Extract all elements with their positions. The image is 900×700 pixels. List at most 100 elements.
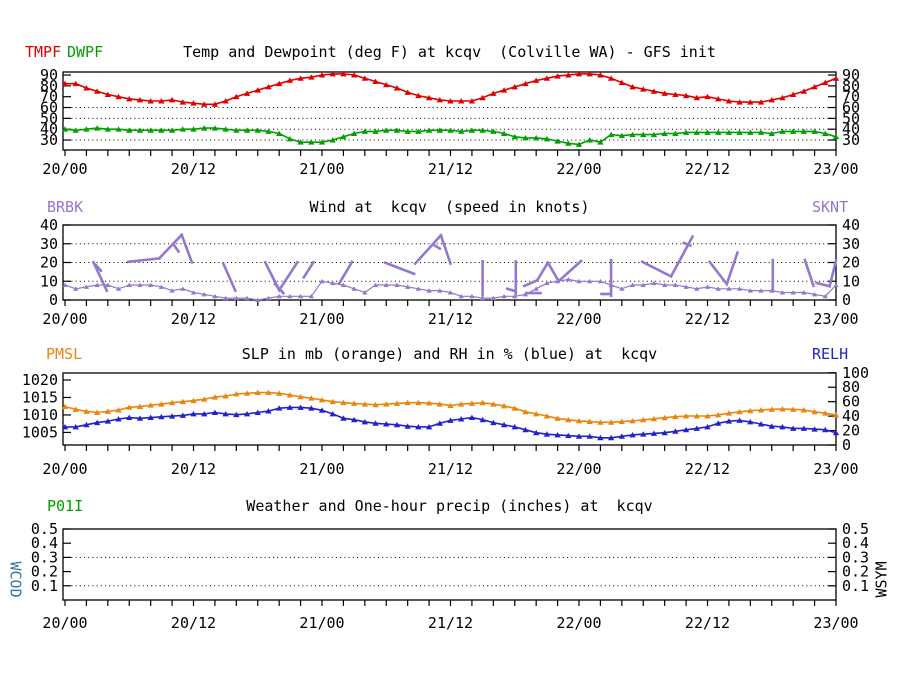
y-tick-label-left: 60 [40, 99, 58, 117]
wind-barb [439, 233, 453, 266]
precip-panel-title: Weather and One-hour precip (inches) at … [246, 497, 653, 515]
x-tick-label: 20/12 [171, 310, 216, 328]
y-tick-label-right: 50 [842, 109, 860, 127]
wind-barb [126, 256, 161, 264]
wind-barb [337, 260, 354, 286]
wind-barb [828, 259, 838, 288]
y-tick-label-right: 0.2 [842, 563, 869, 581]
x-tick-label: 20/12 [171, 160, 216, 178]
x-tick-label: 22/12 [685, 160, 730, 178]
x-tick-label: 22/00 [556, 310, 601, 328]
wind-barb [413, 233, 443, 266]
x-tick-label: 20/00 [42, 614, 87, 632]
y-tick-label-right: 100 [842, 364, 869, 382]
y-tick-label-right: 90 [842, 66, 860, 84]
wind-barb [669, 234, 695, 279]
y-tick-label-left: 40 [40, 216, 58, 234]
y-tick-label-right: 0.4 [842, 534, 869, 552]
wind-barb [171, 242, 181, 254]
x-tick-label: 20/00 [42, 160, 87, 178]
y-tick-label-left: 1015 [22, 388, 58, 406]
y-tick-label-right: 40 [842, 407, 860, 425]
y-tick-label-left: 1005 [22, 423, 58, 441]
y-tick-label-left: 1010 [22, 406, 58, 424]
x-tick-label: 22/00 [556, 160, 601, 178]
slp-rh-panel-title: SLP in mb (orange) and RH in % (blue) at… [241, 345, 658, 363]
x-tick-label: 21/00 [299, 460, 344, 478]
y-tick-label-left: 0.4 [31, 534, 58, 552]
x-tick-label: 22/12 [685, 460, 730, 478]
y-tick-label-right: 40 [842, 216, 860, 234]
x-tick-label: 23/00 [813, 460, 858, 478]
dwpf-legend-label: DWPF [67, 43, 104, 61]
y-tick-label-left: 40 [40, 120, 58, 138]
y-tick-label-right: 60 [842, 99, 860, 117]
y-tick-label-left: 1020 [22, 371, 58, 389]
x-tick-label: 20/00 [42, 310, 87, 328]
tmpf-legend-label: TMPF [25, 43, 62, 61]
y-tick-label-left: 50 [40, 109, 58, 127]
wind-barb [815, 281, 832, 288]
x-tick-label: 22/00 [556, 614, 601, 632]
wind-barbs [91, 233, 838, 298]
y-tick-label-right: 30 [842, 131, 860, 149]
series-relh [61, 404, 840, 441]
y-tick-label-left: 30 [40, 131, 58, 149]
y-tick-label-right: 0.1 [842, 577, 869, 595]
temp-panel-title: Temp and Dewpoint (deg F) at kcqv (Colvi… [183, 43, 716, 61]
panel-precip: 0.50.40.30.20.10.50.40.30.20.120/00 20/12… [31, 520, 869, 632]
x-tick-label: 23/00 [813, 614, 858, 632]
x-tick-label: 22/12 [685, 614, 730, 632]
x-tick-label: 22/12 [685, 310, 730, 328]
wind-barb [383, 261, 416, 276]
wind-barb [432, 243, 442, 251]
y-tick-label-left: 0.3 [31, 548, 58, 566]
sknt-legend-label: SKNT [812, 198, 849, 216]
wind-barb [546, 259, 583, 284]
y-tick-label-left: 0.1 [31, 577, 58, 595]
x-tick-label: 23/00 [813, 160, 858, 178]
y-tick-label-left: 10 [40, 272, 58, 290]
y-tick-label-right: 80 [842, 378, 860, 396]
wind-barb [707, 250, 740, 287]
relh-legend-label: RELH [812, 345, 849, 363]
x-tick-label: 22/00 [556, 460, 601, 478]
y-tick-label-right: 20 [842, 254, 860, 272]
y-tick-label-left: 20 [40, 254, 58, 272]
x-tick-label: 21/12 [428, 160, 473, 178]
y-tick-label-left: 0.2 [31, 563, 58, 581]
wind-panel-title: Wind at kcqv (speed in knots) [309, 198, 590, 216]
x-tick-label: 21/12 [428, 310, 473, 328]
wind-barb [221, 262, 238, 293]
x-tick-label: 21/00 [299, 160, 344, 178]
y-tick-label-left: 0.5 [31, 520, 58, 538]
y-tick-label-right: 0.3 [842, 548, 869, 566]
series-sknt [62, 276, 839, 303]
y-tick-label-left: 90 [40, 66, 58, 84]
wind-barb [180, 233, 194, 264]
y-tick-label-right: 30 [842, 235, 860, 253]
wind-barb [263, 260, 300, 293]
wind-barb [91, 260, 109, 293]
p01i-legend-label: P01I [47, 497, 84, 515]
y-tick-label-left: 80 [40, 77, 58, 95]
y-tick-label-right: 20 [842, 422, 860, 440]
wind-barb [93, 263, 103, 273]
wind-barb [302, 260, 316, 280]
y-tick-label-right: 70 [842, 88, 860, 106]
wind-barb [803, 258, 816, 288]
series-tmpf [61, 71, 840, 107]
y-tick-label-right: 40 [842, 120, 860, 138]
x-tick-label: 21/12 [428, 614, 473, 632]
wcod-axis-label: WCOD [6, 561, 25, 598]
y-tick-label-right: 10 [842, 272, 860, 290]
wind-barb [505, 287, 517, 293]
x-tick-label: 23/00 [813, 310, 858, 328]
wind-barb [682, 241, 693, 248]
series-pmsl [61, 389, 840, 425]
